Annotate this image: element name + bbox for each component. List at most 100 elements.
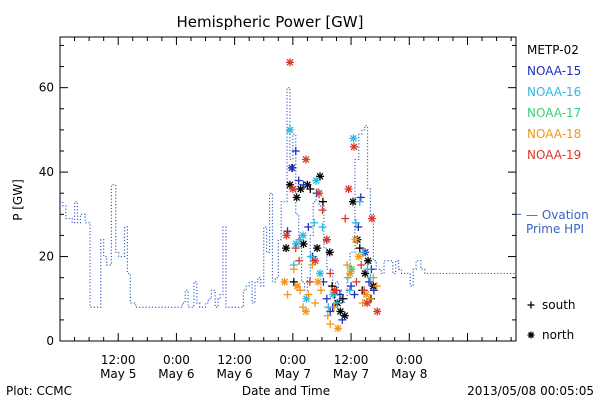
- north-point: [354, 252, 363, 261]
- x-tick-date: May 7: [333, 367, 369, 381]
- south-point: [306, 185, 315, 193]
- north-point: [301, 307, 310, 316]
- satellite-legend: METP-02 NOAA-15 NOAA-16 NOAA-17 NOAA-18 NOAA-…: [527, 43, 581, 162]
- x-tick-date: May 7: [275, 367, 311, 381]
- north-point: [349, 134, 358, 143]
- x-tick-time: 12:00: [334, 353, 369, 367]
- south-point: [318, 223, 327, 231]
- plot-frame: [59, 36, 517, 342]
- south-point: [350, 290, 359, 299]
- y-tick-label: 0: [46, 334, 54, 348]
- symbol-legend: south north: [527, 298, 576, 342]
- south-point: [360, 286, 369, 295]
- north-point: [344, 185, 353, 193]
- south-point: [299, 180, 308, 189]
- legend-item: NOAA-18: [527, 127, 581, 141]
- south-point: [322, 294, 331, 303]
- south-point: [308, 261, 317, 269]
- south-point: [294, 176, 303, 185]
- legend-item: NOAA-15: [527, 64, 581, 78]
- south-point: [310, 218, 319, 227]
- south-point: [363, 265, 372, 274]
- south-point: [372, 282, 381, 291]
- north-point: [285, 180, 294, 189]
- north-point: [287, 163, 296, 172]
- north-point: [325, 248, 334, 257]
- south-point: [352, 277, 361, 286]
- north-point: [362, 290, 371, 299]
- north-point: [311, 256, 320, 265]
- south-point: [326, 307, 335, 316]
- x-tick-date: May 6: [158, 367, 194, 381]
- south-point: [335, 290, 344, 299]
- north-point: [293, 282, 302, 291]
- south-point: [326, 269, 335, 278]
- series-noaa-19: [282, 58, 382, 316]
- south-point: [330, 303, 339, 312]
- south-point: [316, 286, 325, 295]
- north-point: [316, 269, 325, 278]
- x-tick-date: May 8: [391, 367, 427, 381]
- north-point: [302, 294, 311, 303]
- y-tick-label: 40: [39, 165, 54, 179]
- north-point: [330, 286, 339, 295]
- south-point: [289, 277, 298, 286]
- south-point: [341, 214, 350, 223]
- legend-item: NOAA-17: [527, 106, 581, 120]
- x-tick-time: 0:00: [279, 353, 306, 367]
- series-noaa-18: [280, 235, 381, 333]
- south-point: [291, 147, 300, 155]
- plot-timestamp: 2013/05/08 00:05:05: [467, 384, 594, 398]
- legend-item: NOAA-16: [527, 85, 581, 99]
- ovation-legend-line1: — Ovation: [526, 208, 589, 222]
- south-point: [318, 206, 327, 215]
- south-point: [351, 218, 360, 227]
- ovation-legend: — Ovation Prime HPI: [526, 208, 589, 236]
- x-tick-date: May 6: [217, 367, 253, 381]
- south-point: [289, 265, 298, 274]
- south-point: [357, 261, 366, 269]
- south-symbol: [527, 301, 535, 309]
- north-point: [367, 214, 376, 223]
- north-point: [285, 125, 294, 134]
- south-point: [299, 303, 308, 312]
- south-point: [356, 193, 365, 202]
- south-point: [345, 286, 354, 295]
- south-point: [369, 273, 378, 282]
- legend-item: NOAA-19: [527, 148, 581, 162]
- south-point: [365, 277, 374, 286]
- ovation-hpi-line: [60, 87, 521, 308]
- south-point: [338, 294, 347, 303]
- south-point: [332, 299, 341, 307]
- plot-border: [59, 36, 517, 342]
- north-point: [333, 324, 342, 333]
- ovation-legend-line2: Prime HPI: [526, 222, 584, 236]
- x-tick-time: 12:00: [101, 353, 136, 367]
- y-axis: 0 20 40 60: [39, 44, 516, 348]
- south-point: [354, 223, 363, 231]
- north-point: [351, 235, 360, 244]
- south-point: [291, 244, 300, 253]
- north-point: [373, 307, 382, 316]
- north-point: [292, 193, 301, 202]
- south-point: [295, 256, 304, 265]
- x-axis-label: Date and Time: [242, 384, 330, 398]
- south-point: [347, 282, 356, 291]
- x-tick-date: May 5: [100, 367, 136, 381]
- north-point: [346, 269, 355, 278]
- south-point: [355, 244, 364, 253]
- chart-title: Hemispheric Power [GW]: [177, 13, 364, 31]
- legend-item: METP-02: [527, 43, 579, 57]
- x-tick-time: 0:00: [396, 353, 423, 367]
- north-point: [301, 155, 310, 164]
- north-point: [282, 231, 291, 240]
- x-tick-time: 0:00: [163, 353, 190, 367]
- south-point: [304, 290, 313, 299]
- south-point: [359, 248, 368, 257]
- north-point: [314, 277, 323, 286]
- plot-credit: Plot: CCMC: [6, 384, 72, 398]
- north-point: [288, 185, 297, 193]
- south-point: [365, 294, 374, 303]
- south-point: [305, 277, 314, 286]
